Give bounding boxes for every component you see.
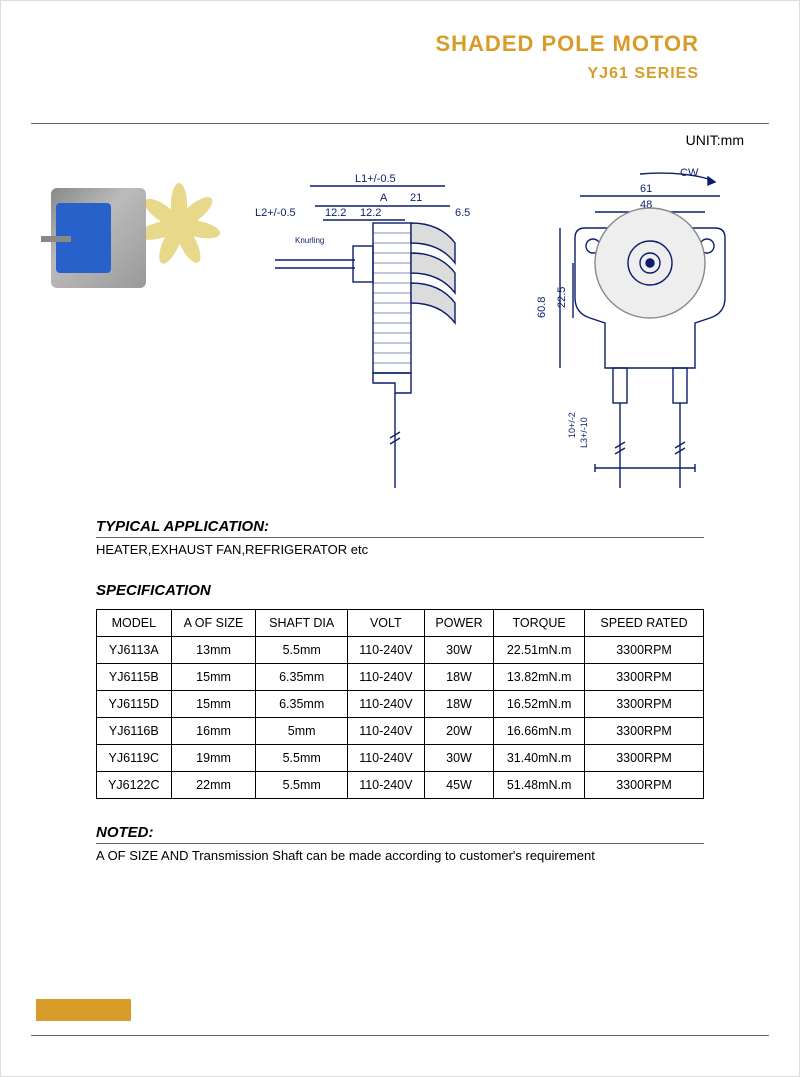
table-row: YJ6116B16mm5mm110-240V20W16.66mN.m3300RP… <box>97 718 704 745</box>
cell: 3300RPM <box>585 664 704 691</box>
divider-top <box>31 123 769 124</box>
cell: 5.5mm <box>256 745 347 772</box>
typical-app-text: HEATER,EXHAUST FAN,REFRIGERATOR etc <box>96 542 704 557</box>
spec-header-row: MODEL A OF SIZE SHAFT DIA VOLT POWER TOR… <box>97 610 704 637</box>
cell: YJ6115B <box>97 664 172 691</box>
cell: 20W <box>424 718 493 745</box>
cell: 22mm <box>171 772 256 799</box>
cell: 18W <box>424 691 493 718</box>
dim-a: A <box>380 192 388 204</box>
dim-cw: CW <box>680 167 699 179</box>
spec-table: MODEL A OF SIZE SHAFT DIA VOLT POWER TOR… <box>96 609 704 799</box>
col-power: POWER <box>424 610 493 637</box>
dim-60-8: 60.8 <box>536 297 548 318</box>
specification-section: SPECIFICATION MODEL A OF SIZE SHAFT DIA … <box>96 582 704 799</box>
col-volt: VOLT <box>347 610 424 637</box>
cell: 110-240V <box>347 745 424 772</box>
cell: 15mm <box>171 691 256 718</box>
noted-text: A OF SIZE AND Transmission Shaft can be … <box>96 848 704 863</box>
fan-icon <box>136 183 221 268</box>
cell: 110-240V <box>347 691 424 718</box>
cell: YJ6115D <box>97 691 172 718</box>
dim-knurling: Knurling <box>295 236 324 245</box>
spec-heading: SPECIFICATION <box>96 582 704 601</box>
cell: 31.40mN.m <box>494 745 585 772</box>
cell: 6.35mm <box>256 691 347 718</box>
table-row: YJ6122C22mm5.5mm110-240V45W51.48mN.m3300… <box>97 772 704 799</box>
cell: 16mm <box>171 718 256 745</box>
cell: YJ6113A <box>97 637 172 664</box>
cell: 18W <box>424 664 493 691</box>
col-a-size: A OF SIZE <box>171 610 256 637</box>
noted-section: NOTED: A OF SIZE AND Transmission Shaft … <box>96 824 704 863</box>
cell: 22.51mN.m <box>494 637 585 664</box>
cell: 15mm <box>171 664 256 691</box>
cell: 110-240V <box>347 718 424 745</box>
divider-bottom <box>31 1035 769 1036</box>
cell: 16.66mN.m <box>494 718 585 745</box>
col-model: MODEL <box>97 610 172 637</box>
cell: 110-240V <box>347 637 424 664</box>
dim-12-2a: 12.2 <box>325 207 346 219</box>
table-row: YJ6115D15mm6.35mm110-240V18W16.52mN.m330… <box>97 691 704 718</box>
dim-10: 10+/-2 <box>567 412 577 438</box>
noted-heading: NOTED: <box>96 824 704 844</box>
cell: 6.35mm <box>256 664 347 691</box>
dim-61: 61 <box>640 183 652 195</box>
dim-l3: L3+/-10 <box>579 417 589 448</box>
cell: 3300RPM <box>585 691 704 718</box>
cell: 13.82mN.m <box>494 664 585 691</box>
cell: YJ6116B <box>97 718 172 745</box>
typical-app-heading: TYPICAL APPLICATION: <box>96 518 704 538</box>
typical-application-section: TYPICAL APPLICATION: HEATER,EXHAUST FAN,… <box>96 518 704 557</box>
table-row: YJ6119C19mm5.5mm110-240V30W31.40mN.m3300… <box>97 745 704 772</box>
dim-12-2b: 12.2 <box>360 207 381 219</box>
dim-21: 21 <box>410 192 422 204</box>
cell: 3300RPM <box>585 745 704 772</box>
cell: 16.52mN.m <box>494 691 585 718</box>
dim-l1: L1+/-0.5 <box>355 173 396 185</box>
cell: 51.48mN.m <box>494 772 585 799</box>
cell: 45W <box>424 772 493 799</box>
cell: 5mm <box>256 718 347 745</box>
cell: 19mm <box>171 745 256 772</box>
unit-label: UNIT:mm <box>1 132 799 148</box>
accent-bar <box>36 999 131 1021</box>
col-shaft: SHAFT DIA <box>256 610 347 637</box>
motor-shaft-icon <box>41 236 71 242</box>
spec-body: YJ6113A13mm5.5mm110-240V30W22.51mN.m3300… <box>97 637 704 799</box>
cell: 13mm <box>171 637 256 664</box>
cell: 110-240V <box>347 664 424 691</box>
header: SHADED POLE MOTOR YJ61 SERIES <box>1 1 799 93</box>
diagram-area: L1+/-0.5 A 21 12.2 12.2 L2+/-0.5 6.5 Knu… <box>31 158 769 498</box>
cell: YJ6119C <box>97 745 172 772</box>
engineering-drawing: L1+/-0.5 A 21 12.2 12.2 L2+/-0.5 6.5 Knu… <box>241 158 769 498</box>
cell: 3300RPM <box>585 637 704 664</box>
cell: 5.5mm <box>256 772 347 799</box>
series-label: YJ61 SERIES <box>1 65 699 83</box>
cell: YJ6122C <box>97 772 172 799</box>
cell: 3300RPM <box>585 718 704 745</box>
col-torque: TORQUE <box>494 610 585 637</box>
cell: 3300RPM <box>585 772 704 799</box>
cell: 110-240V <box>347 772 424 799</box>
table-row: YJ6113A13mm5.5mm110-240V30W22.51mN.m3300… <box>97 637 704 664</box>
page-title: SHADED POLE MOTOR <box>1 31 699 57</box>
cell: 30W <box>424 745 493 772</box>
cell: 5.5mm <box>256 637 347 664</box>
cell: 30W <box>424 637 493 664</box>
product-photo <box>31 158 231 338</box>
dim-6-5: 6.5 <box>455 207 470 219</box>
col-speed: SPEED RATED <box>585 610 704 637</box>
dim-l2: L2+/-0.5 <box>255 207 296 219</box>
table-row: YJ6115B15mm6.35mm110-240V18W13.82mN.m330… <box>97 664 704 691</box>
dim-22-5: 22.5 <box>556 287 568 308</box>
